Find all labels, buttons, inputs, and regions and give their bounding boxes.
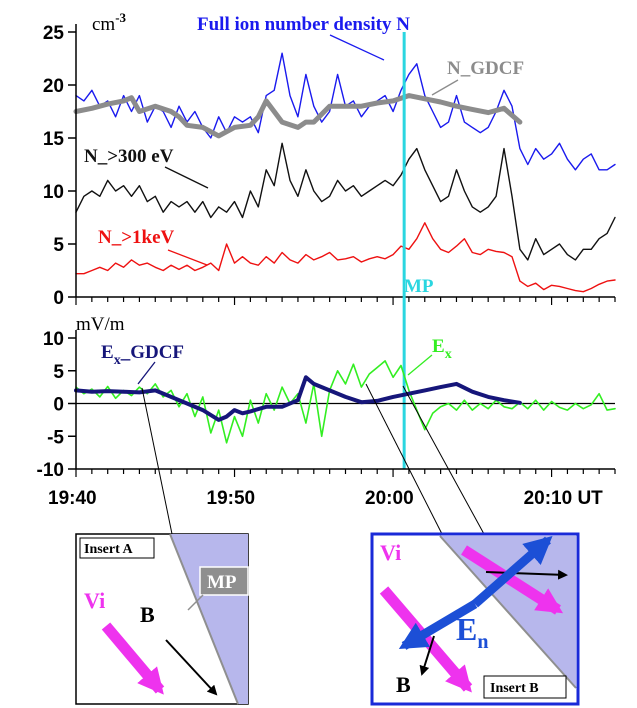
density-unit-label: cm-3 [92, 10, 127, 35]
series-ex-gdcf-line [74, 375, 522, 422]
inset-a: Insert A MP Vi B [75, 533, 249, 705]
density-y-ticks: 0 5 10 15 20 25 [43, 23, 76, 309]
connector-a [141, 387, 173, 535]
n1kev-label: N_>1keV [98, 227, 175, 248]
gdcf-density-leader [431, 79, 459, 96]
density-y-tick-label: 5 [53, 235, 64, 256]
ex-y-tick-label: 10 [43, 329, 64, 350]
inset-connectors [141, 383, 485, 535]
inset-b-title-box [483, 675, 567, 699]
ex-x-tick-label: 19:50 [207, 488, 256, 509]
inset-b-b-label: B [396, 672, 411, 697]
inset-b-title: Insert B [490, 681, 539, 696]
series-gdcf-line [73, 93, 523, 139]
inset-a-vi-label: Vi [84, 588, 105, 613]
full-density-label: Full ion number density N [197, 14, 410, 35]
inset-a-vi-arrow [101, 622, 165, 695]
inset-a-b-arrow [165, 639, 218, 696]
ex-x-tick-label: 20:00 [365, 488, 414, 509]
n300-label: N_>300 eV [84, 146, 174, 167]
ex-gdcf-leader [137, 361, 156, 385]
series-ex-line [75, 360, 616, 444]
inset-b-vi-label: Vi [380, 540, 401, 565]
inset-a-mp-leader [187, 594, 204, 611]
full-density-leader [329, 34, 385, 61]
n300-leader [164, 166, 209, 189]
ex-series [74, 360, 616, 444]
ex-x-tick-label: 19:40 [48, 488, 97, 509]
inset-b-boundary [439, 535, 577, 689]
connector-b2 [402, 385, 485, 535]
ex-unit-label: mV/m [76, 314, 125, 335]
ex-leader [407, 354, 433, 376]
inset-b: Vi En B Insert B [370, 532, 580, 706]
density-series [73, 52, 616, 293]
ex-y-tick-label: -10 [37, 460, 64, 481]
inset-a-title-box [79, 537, 155, 559]
ex-y-ticks: -10 -5 0 5 10 [37, 329, 76, 481]
density-y-tick-label: 15 [43, 129, 65, 150]
inset-b-vi-arrow-upper [461, 545, 564, 615]
density-y-tick-label: 20 [43, 76, 64, 97]
density-panel: 0 5 10 15 20 25 cm-3 Full ion number density … [43, 10, 616, 309]
inset-a-mp-box [199, 566, 249, 596]
density-x-ticks [75, 297, 616, 305]
inset-b-b-arrow-lower [419, 635, 435, 676]
ex-gdcf-label: Ex_GDCF [101, 342, 184, 368]
density-y-tick-label: 25 [43, 23, 65, 44]
ex-y-tick-label: 5 [53, 362, 64, 383]
gdcf-density-label: N_GDCF [447, 58, 524, 79]
inset-b-en-arrow-down [398, 600, 478, 650]
inset-b-en-label: En [456, 611, 488, 653]
inset-b-en-arrow-up [472, 536, 553, 608]
ex-y-tick-label: -5 [47, 427, 64, 448]
connector-b1 [365, 383, 443, 535]
series-n1kev-line [75, 222, 616, 293]
inset-a-mp-label: MP [207, 572, 237, 593]
inset-a-title: Insert A [84, 542, 134, 557]
n1kev-leader [167, 249, 208, 266]
inset-b-b-arrow-upper [485, 569, 568, 580]
density-y-tick-label: 10 [43, 182, 64, 203]
ex-label: Ex [432, 336, 452, 362]
ex-y-tick-label: 0 [53, 395, 64, 416]
ex-x-ticks: 19:40 19:50 20:00 20:10 UT [48, 469, 616, 509]
series-n300-line [75, 142, 616, 261]
ex-panel: -10 -5 0 5 10 19:40 19:50 20:00 20:10 UT mV/m E… [37, 314, 616, 509]
inset-a-b-label: B [140, 602, 155, 627]
ex-x-tick-label: 20:10 UT [524, 488, 604, 509]
density-y-tick-label: 0 [53, 288, 64, 309]
inset-a-boundary [169, 533, 239, 705]
mp-label: MP [404, 276, 434, 297]
